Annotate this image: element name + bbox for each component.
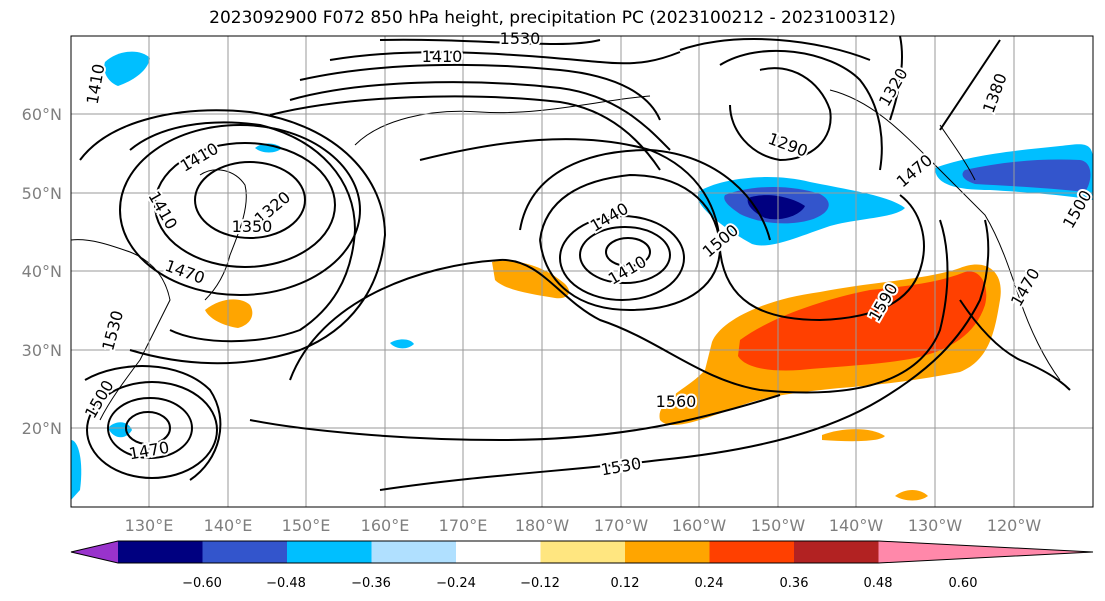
lat-tick: 40°N	[22, 262, 62, 281]
lon-tick: 180°W	[515, 516, 570, 535]
latitude-ticks: 60°N 50°N 40°N 30°N 20°N	[22, 105, 62, 438]
contour-label: 1470	[127, 438, 170, 464]
colorbar-tick: −0.48	[266, 576, 306, 591]
lon-tick: 160°W	[672, 516, 727, 535]
strong-positive-region	[738, 271, 987, 371]
colorbar-tick: 0.12	[611, 576, 640, 591]
contour-label: 1410	[144, 188, 181, 233]
colorbar-extend-high	[878, 541, 1093, 563]
colorbar	[70, 540, 1094, 564]
lon-tick: 160°E	[361, 516, 410, 535]
colorbar-tick: −0.36	[351, 576, 391, 591]
colorbar-swatch	[456, 541, 541, 563]
contour-label: 1530	[500, 29, 541, 48]
contour-label: 1410	[422, 47, 463, 66]
colorbar-tick: 0.24	[695, 576, 724, 591]
colorbar-tick: 0.60	[949, 576, 978, 591]
lon-tick: 150°E	[282, 516, 331, 535]
colorbar-tick: −0.60	[182, 576, 222, 591]
colorbar-swatch	[202, 541, 288, 563]
colorbar-tick: 0.36	[780, 576, 809, 591]
colorbar-swatch	[625, 541, 710, 563]
precip-shading	[71, 51, 1093, 501]
lon-tick: 120°W	[987, 516, 1042, 535]
colorbar-swatch	[118, 541, 203, 563]
colorbar-tick: 0.48	[864, 576, 893, 591]
positive-anomaly-japan	[205, 299, 253, 328]
contour-labels: 1410 1530 1410 1320 1290 1380 1320 1350 …	[79, 27, 1098, 481]
colorbar-tick: −0.24	[436, 576, 476, 591]
map-frame	[70, 35, 1094, 508]
contour-label: 1410	[83, 62, 109, 105]
lon-tick: 170°W	[594, 516, 649, 535]
coastlines	[71, 89, 1061, 421]
lon-tick: 140°W	[829, 516, 884, 535]
lat-tick: 30°N	[22, 341, 62, 360]
colorbar-swatch	[371, 541, 457, 563]
longitude-ticks: 130°E 140°E 150°E 160°E 170°E 180°W 170°…	[125, 516, 1042, 535]
colorbar-swatch	[709, 541, 795, 563]
colorbar-extend-low	[71, 541, 118, 563]
colorbar-swatch	[540, 541, 626, 563]
contour-label: 1290	[766, 129, 811, 161]
lon-tick: 130°E	[125, 516, 174, 535]
lat-tick: 50°N	[22, 184, 62, 203]
lon-tick: 170°E	[439, 516, 488, 535]
contour-label: 1320	[875, 65, 912, 110]
contour-label: 1440	[587, 199, 632, 236]
contour-label: 1470	[893, 150, 936, 191]
height-contours	[79, 36, 1071, 491]
contour-label: 1380	[979, 71, 1011, 116]
lon-tick: 150°W	[751, 516, 806, 535]
colorbar-outline	[70, 540, 1094, 564]
contour-label: 1350	[232, 217, 273, 236]
lat-tick: 20°N	[22, 419, 62, 438]
contour-label: 1560	[656, 392, 697, 411]
map-title: 2023092900 F072 850 hPa height, precipit…	[209, 8, 896, 28]
positive-anomaly-west-pacific	[492, 260, 570, 299]
contour-label: 1470	[1007, 265, 1044, 310]
lon-tick: 130°W	[908, 516, 963, 535]
graticule	[71, 36, 1093, 507]
colorbar-swatch	[287, 541, 372, 563]
contour-label: 1530	[98, 308, 127, 352]
contour-label: 1470	[163, 256, 208, 288]
colorbar-tick: −0.12	[520, 576, 560, 591]
colorbar-swatch	[794, 541, 879, 563]
contour-label: 1530	[599, 454, 642, 480]
lat-tick: 60°N	[22, 105, 62, 124]
lon-tick: 140°E	[204, 516, 253, 535]
colorbar-ticks: −0.60 −0.48 −0.36 −0.24 −0.12 0.12 0.24 …	[182, 576, 977, 591]
